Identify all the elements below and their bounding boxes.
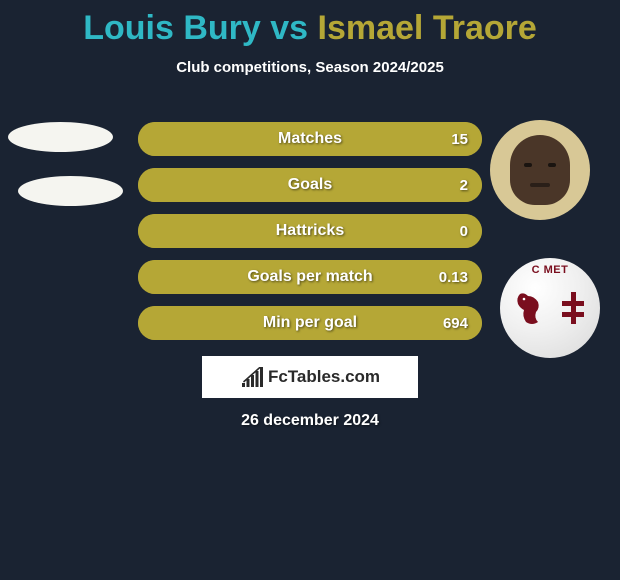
stat-bar-value: 0 [460,223,468,240]
stat-bar: Min per goal694 [138,306,482,340]
stat-bar-label: Matches [138,130,482,148]
player1-club-placeholder [18,176,123,206]
player1-name: Louis Bury [83,9,261,47]
stat-bar-label: Hattricks [138,222,482,240]
stat-bar-value: 2 [460,177,468,194]
stats-bars: Matches15 Goals2 Hattricks0 Goals per match… [138,122,482,352]
player2-name: Ismael Traore [318,9,537,47]
stat-bar: Goals per match0.13 [138,260,482,294]
stat-bar-label: Goals per match [138,268,482,286]
stat-bar-value: 694 [443,315,468,332]
stat-bar-label: Min per goal [138,314,482,332]
club-badge-text: C MET [500,264,600,276]
stat-bar: Hattricks0 [138,214,482,248]
avatar-circle [490,120,590,220]
brand-box: FcTables.com [202,356,418,398]
stat-bar: Matches15 [138,122,482,156]
vs-separator: vs [261,9,318,47]
player2-avatar [490,120,590,220]
club-cross-icon [562,292,584,324]
subtitle: Club competitions, Season 2024/2025 [0,59,620,76]
brand-text: FcTables.com [268,367,380,387]
avatar-face [510,135,570,205]
stat-bar-label: Goals [138,176,482,194]
stat-bar-value: 0.13 [439,269,468,286]
club-badge-inner: C MET [500,258,600,358]
page-title: Louis Bury vs Ismael Traore [0,0,620,49]
stat-bar-value: 15 [451,131,468,148]
stat-bar: Goals2 [138,168,482,202]
player1-avatar-placeholder-top [8,122,113,152]
club-dragon-icon [514,288,548,328]
date-line: 26 december 2024 [0,412,620,430]
brand-chart-icon [240,367,264,387]
player2-club-badge: C MET [500,258,600,358]
